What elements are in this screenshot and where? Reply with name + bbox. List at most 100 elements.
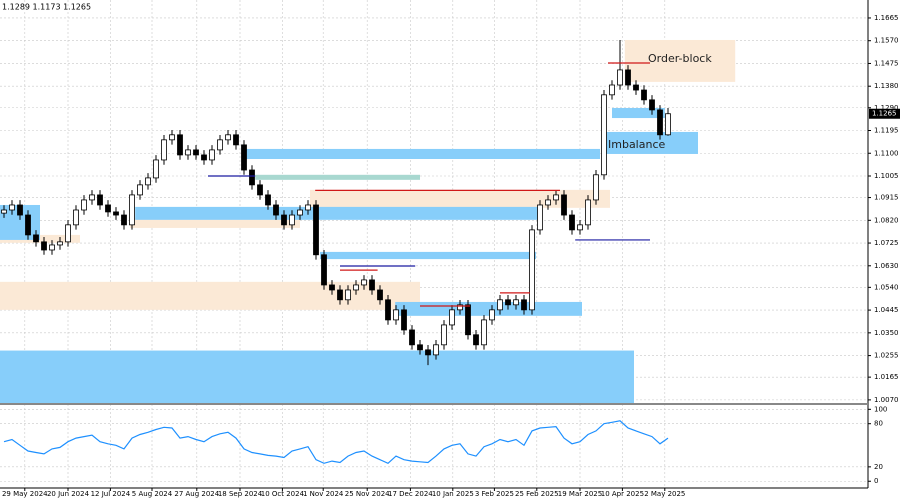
x-tick-label: 29 May 2024 [2,490,48,498]
candle-body [529,229,535,311]
x-tick-label: 1 Nov 2024 [303,490,344,498]
zone [0,350,634,403]
pane-separator [0,403,868,405]
candle-body [257,184,263,196]
candle-body [217,139,223,151]
candle-body [305,204,311,211]
candle-body [521,299,527,311]
y-tick-label: 1.1100 [874,149,899,157]
candle-body [505,299,511,306]
candle-body [153,159,159,179]
candle-body [641,89,647,101]
candle-body [569,214,575,231]
y-tick-label: 1.1290 [874,104,899,112]
candle-body [657,109,663,136]
y-tick-label: 1.1005 [874,172,899,180]
candle-body [465,304,471,336]
candle-body [513,299,519,306]
candle-body [409,329,415,346]
candle-body [249,169,255,186]
candle-body [225,134,231,141]
candle-body [49,244,55,251]
y-tick-label: 1.0540 [874,283,899,291]
candle-body [273,204,279,216]
candle-body [137,184,143,196]
candle-body [345,289,351,301]
y-tick-label: 1.0725 [874,239,899,247]
zone [255,174,420,180]
candle-body [73,209,79,226]
y-tick-label: 1.0070 [874,396,899,404]
candle-body [233,134,239,146]
x-tick-label: 18 Sep 2024 [218,490,263,498]
indicator-tick-label: 100 [874,405,887,413]
candle-body [545,199,551,206]
candle-body [25,214,31,236]
candle-body [473,334,479,346]
candle-body [65,224,71,243]
candle-layer [1,39,671,366]
y-tick-label: 1.1475 [874,59,899,67]
candle-body [193,149,199,156]
candle-body [425,349,431,356]
y-tick-label: 1.0820 [874,216,899,224]
candle-body [361,279,367,286]
x-tick-label: 25 Nov 2024 [345,490,390,498]
candle-body [433,344,439,356]
x-tick-label: 19 Mar 2025 [558,490,602,498]
candle-body [241,144,247,171]
zone [612,107,665,119]
x-tick-label: 17 Dec 2024 [388,490,433,498]
candle-body [401,309,407,331]
candle-body [313,204,319,256]
candle-body [265,194,271,206]
candle-body [129,194,135,226]
candle-body [177,134,183,156]
candle-body [33,234,39,243]
zone [603,131,698,154]
candle-body [449,309,455,326]
x-tick-label: 2 May 2025 [644,490,685,498]
x-tick-label: 10 Oct 2024 [261,490,305,498]
candle-body [281,214,287,226]
x-tick-label: 5 Aug 2024 [132,490,173,498]
y-tick-label: 1.0350 [874,329,899,337]
x-tick-label: 12 Jul 2024 [91,490,131,498]
candle-body [97,194,103,206]
y-tick-label: 1.0445 [874,306,899,314]
candle-body [121,214,127,226]
candle-body [601,94,607,176]
candle-body [201,154,207,161]
candle-body [377,289,383,301]
candle-body [145,177,151,186]
x-tick-label: 10 Jan 2025 [432,490,474,498]
candle-body [481,319,487,346]
indicator-line [3,420,669,465]
zone [244,148,601,159]
candle-body [105,204,111,213]
candle-body [81,199,87,211]
price-header: 1.1289 1.1173 1.1265 [2,3,91,12]
candle-body [625,69,631,86]
candle-body [1,209,7,214]
overlay-layer: 1.1665 1.1570 1.1475 1.1380 1.1290 1.1195 1.11… [2,14,900,498]
zone [310,189,610,208]
annotation: Imbalance [608,138,665,151]
candle-body [649,99,655,111]
candle-body [497,299,503,311]
candle-body [457,304,463,311]
candle-body [577,224,583,231]
annotation: Order-block [648,52,712,65]
candle-body [297,209,303,216]
candle-body [537,204,543,231]
candle-body [161,139,167,161]
y-tick-label: 1.1380 [874,82,899,90]
candle-body [289,214,295,226]
candle-body [185,149,191,156]
y-tick-label: 1.0915 [874,194,899,202]
candle-body [417,344,423,351]
indicator-tick-label: 80 [874,420,883,428]
y-tick-label: 1.0255 [874,352,899,360]
candle-body [337,289,343,301]
candle-body [593,174,599,201]
